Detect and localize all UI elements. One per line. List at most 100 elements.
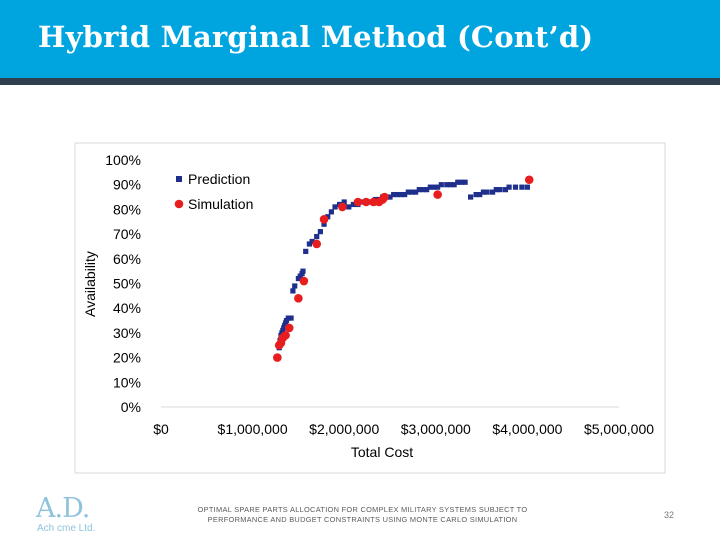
x-tick-label: $5,000,000 xyxy=(584,421,654,437)
prediction-point xyxy=(285,315,291,321)
prediction-point xyxy=(431,184,437,190)
legend-label-prediction: Prediction xyxy=(188,171,250,187)
prediction-point xyxy=(489,189,496,195)
y-tick-label: 40% xyxy=(113,300,141,316)
x-tick-label: $1,000,000 xyxy=(218,421,288,437)
prediction-point xyxy=(290,288,296,294)
x-tick-label: $2,000,000 xyxy=(309,421,379,437)
prediction-point xyxy=(387,194,393,200)
prediction-point xyxy=(413,189,419,195)
prediction-point xyxy=(512,184,519,190)
prediction-point xyxy=(332,204,338,210)
prediction-point xyxy=(288,315,294,321)
logo-subtitle: Ach cme Ltd. xyxy=(37,523,96,534)
x-axis-label: Total Cost xyxy=(351,444,413,460)
prediction-point xyxy=(325,214,331,220)
prediction-point xyxy=(438,182,444,188)
simulation-point xyxy=(319,214,329,224)
y-tick-label: 90% xyxy=(113,177,141,193)
prediction-point xyxy=(455,179,461,185)
prediction-point xyxy=(317,229,323,235)
y-tick-label: 20% xyxy=(113,350,141,366)
prediction-point xyxy=(468,194,474,200)
y-tick-label: 30% xyxy=(113,325,141,341)
prediction-point xyxy=(402,191,408,198)
chart-legend: Prediction Simulation xyxy=(174,171,253,212)
prediction-point xyxy=(321,221,327,227)
page-number: 32 xyxy=(664,510,675,520)
prediction-point xyxy=(519,184,525,190)
prediction-point xyxy=(473,191,479,198)
simulation-point xyxy=(299,276,309,286)
prediction-point xyxy=(292,283,298,289)
prediction-point xyxy=(328,209,334,215)
y-tick-label: 0% xyxy=(121,399,141,415)
prediction-point xyxy=(447,182,454,188)
prediction-point xyxy=(458,179,465,185)
prediction-point xyxy=(435,184,441,190)
prediction-point xyxy=(409,189,415,195)
y-tick-label: 10% xyxy=(113,374,141,390)
y-tick-label: 60% xyxy=(113,251,141,267)
footer-line-1: OPTIMAL SPARE PARTS ALLOCATION FOR COMPL… xyxy=(197,505,528,514)
prediction-point xyxy=(306,241,312,247)
slide-title: Hybrid Marginal Method (Cont’d) xyxy=(38,20,594,54)
chart-frame xyxy=(74,142,666,474)
y-axis-label: Availability xyxy=(82,251,98,317)
prediction-point xyxy=(314,233,320,240)
prediction-point xyxy=(303,248,309,254)
prediction-point xyxy=(462,179,468,185)
prediction-point xyxy=(391,191,397,198)
simulation-point xyxy=(338,202,347,212)
footer-text: OPTIMAL SPARE PARTS ALLOCATION FOR COMPL… xyxy=(180,505,545,525)
prediction-point xyxy=(493,187,499,193)
prediction-point xyxy=(341,199,347,205)
simulation-point xyxy=(524,175,534,185)
x-tick-label: $3,000,000 xyxy=(401,421,471,437)
legend-marker-prediction xyxy=(176,176,182,182)
y-tick-label: 100% xyxy=(105,152,141,168)
company-logo: A.D. Ach cme Ltd. xyxy=(36,494,96,534)
simulation-point xyxy=(433,190,442,199)
prediction-point xyxy=(398,191,404,198)
x-tick-label: $4,000,000 xyxy=(492,421,562,437)
prediction-point xyxy=(394,191,400,198)
y-tick-label: 80% xyxy=(113,201,141,217)
prediction-point xyxy=(300,268,306,274)
prediction-point xyxy=(309,238,315,245)
title-underline xyxy=(0,78,720,85)
simulation-point xyxy=(284,323,294,333)
prediction-point xyxy=(424,187,430,193)
prediction-point xyxy=(477,191,483,198)
simulation-point xyxy=(361,197,371,207)
simulation-point xyxy=(273,353,282,362)
prediction-point xyxy=(444,182,450,188)
legend-marker-simulation xyxy=(174,199,184,209)
simulation-point xyxy=(281,331,290,340)
prediction-point xyxy=(497,187,503,193)
simulation-point xyxy=(312,239,322,249)
simulation-point xyxy=(353,197,363,207)
prediction-point xyxy=(346,204,352,210)
y-tick-label: 70% xyxy=(113,226,141,242)
prediction-point xyxy=(416,187,422,193)
prediction-point xyxy=(506,184,512,190)
prediction-point xyxy=(480,189,487,195)
logo-mark: A.D. xyxy=(36,493,90,524)
footer-line-2: PERFORMANCE AND BUDGET CONSTRAINTS USING… xyxy=(207,515,518,524)
prediction-point xyxy=(484,189,490,195)
legend-label-simulation: Simulation xyxy=(188,196,253,212)
prediction-point xyxy=(405,189,411,195)
prediction-point xyxy=(451,182,457,188)
simulation-point xyxy=(294,294,303,303)
prediction-point xyxy=(427,184,433,190)
prediction-point xyxy=(502,187,509,193)
x-tick-label: $0 xyxy=(153,421,169,437)
prediction-point xyxy=(350,201,356,208)
prediction-point xyxy=(524,184,530,190)
simulation-point xyxy=(380,192,389,202)
prediction-point xyxy=(420,187,426,193)
title-bar: Hybrid Marginal Method (Cont’d) xyxy=(0,0,720,78)
y-tick-label: 50% xyxy=(113,276,141,292)
